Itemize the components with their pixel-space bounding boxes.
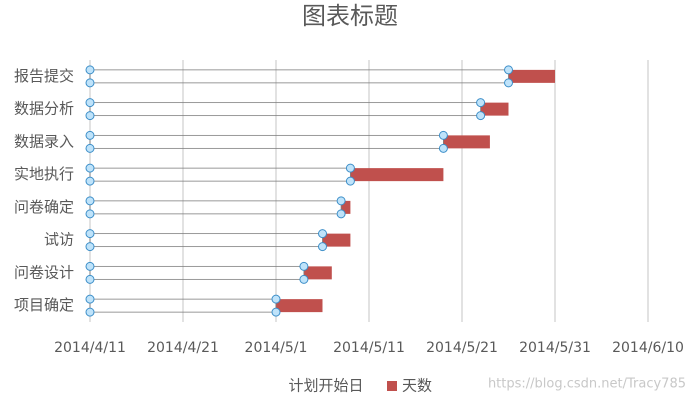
selection-handle	[85, 261, 95, 271]
watermark: https://blog.csdn.net/Tracy785	[488, 377, 686, 392]
selection-handle	[318, 229, 327, 239]
x-tick-label: 2014/4/21	[147, 340, 219, 356]
selection-handle	[85, 196, 95, 206]
x-tick-label: 2014/4/11	[54, 340, 126, 356]
selection-handle	[85, 130, 95, 140]
selection-handle	[271, 294, 281, 304]
selection-handle	[85, 143, 95, 153]
selection-handle	[85, 229, 95, 239]
y-tick-label: 数据录入	[14, 132, 74, 150]
y-tick-label: 报告提交	[14, 67, 74, 85]
selection-handle	[438, 130, 448, 140]
y-tick-label: 问卷设计	[14, 263, 74, 281]
selection-handle	[85, 307, 95, 317]
duration-bar	[276, 299, 323, 313]
start-bar	[89, 69, 509, 84]
duration-bar	[341, 200, 351, 214]
duration-bar	[508, 69, 555, 83]
selection-handle	[476, 111, 486, 121]
selection-handle	[85, 78, 95, 88]
selection-handle	[85, 163, 95, 173]
selection-handle	[85, 111, 95, 121]
x-tick-label: 2014/5/1	[245, 340, 308, 356]
start-bar	[89, 200, 342, 215]
selection-handle	[271, 307, 281, 317]
selection-handle	[85, 242, 95, 252]
x-tick-label: 2014/5/11	[333, 340, 405, 356]
selection-handle	[299, 274, 309, 284]
start-bar	[89, 167, 351, 182]
y-tick-label: 问卷确定	[14, 198, 74, 216]
legend-label: 计划开始日	[288, 377, 363, 395]
y-tick-label: 实地执行	[14, 165, 74, 183]
selection-handle	[85, 209, 95, 219]
selection-handle	[85, 98, 95, 108]
y-tick-label: 数据分析	[14, 100, 74, 118]
selection-handle	[476, 98, 486, 108]
x-tick-label: 2014/6/10	[612, 340, 684, 356]
selection-handle	[336, 196, 346, 206]
selection-handle	[299, 261, 309, 271]
selection-handle	[345, 163, 355, 173]
selection-handle	[504, 78, 513, 88]
start-bar	[89, 298, 277, 313]
duration-bar	[303, 266, 332, 280]
duration-bar	[443, 135, 490, 149]
start-bar	[89, 102, 482, 117]
x-tick-label: 2014/5/31	[519, 340, 591, 356]
selection-handle	[438, 143, 448, 153]
selection-handle	[85, 176, 95, 186]
start-bar	[89, 265, 305, 280]
selection-handle	[318, 242, 327, 252]
chart-title: 图表标题	[302, 2, 398, 30]
y-tick-label: 试访	[44, 231, 74, 249]
selection-handle	[345, 176, 355, 186]
selection-handle	[336, 209, 346, 219]
y-tick-label: 项目确定	[14, 296, 74, 314]
selection-handle	[85, 65, 95, 75]
selection-handle	[85, 274, 95, 284]
start-bar	[89, 233, 323, 248]
duration-bar	[322, 233, 351, 247]
selection-handle	[85, 294, 95, 304]
x-tick-label: 2014/5/21	[426, 340, 498, 356]
legend-swatch	[387, 381, 397, 391]
start-bar	[89, 134, 444, 149]
duration-bar	[480, 102, 509, 116]
legend-label: 天数	[402, 377, 432, 395]
selection-handle	[504, 65, 513, 75]
duration-bar	[350, 168, 444, 182]
